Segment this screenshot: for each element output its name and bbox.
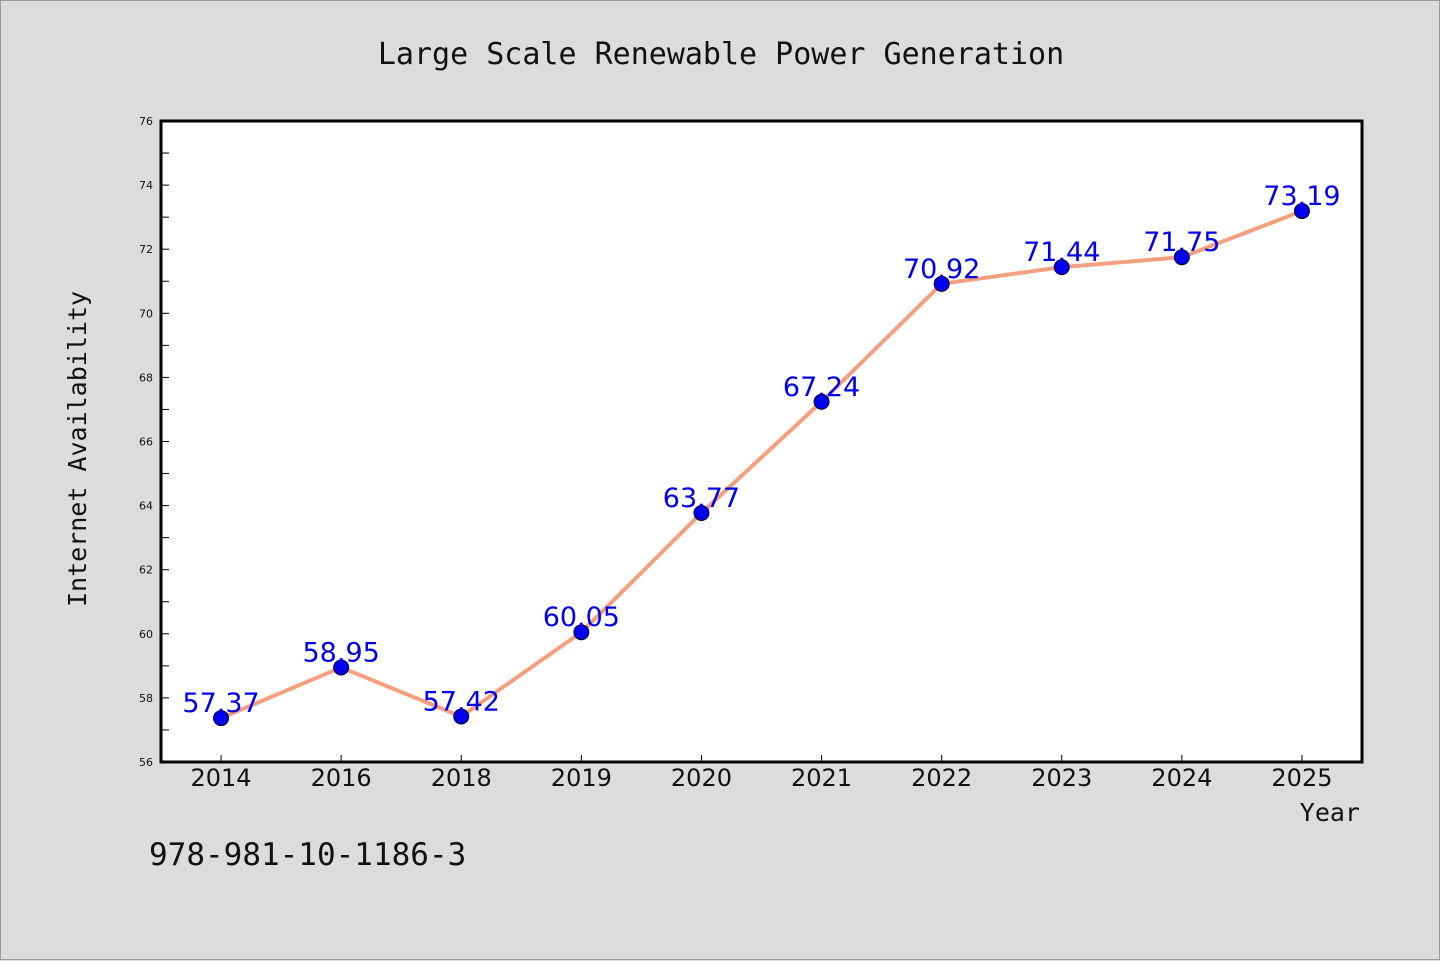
data-label: 70.92 [903,254,980,285]
x-axis-title: Year [1300,798,1360,827]
y-tick-label: 64 [139,500,153,513]
x-tick-label: 2023 [1031,764,1092,792]
data-point [933,275,950,292]
x-tick-label: 2014 [191,764,252,792]
series-markers [213,203,1310,727]
x-tick-label: 2019 [551,764,612,792]
x-tick-label: 2022 [911,764,972,792]
x-tick-label: 2016 [311,764,372,792]
data-point [1173,249,1190,266]
y-tick-label: 74 [139,179,153,192]
data-label: 60.05 [543,602,620,633]
y-axis: 56 58 60 62 64 66 68 70 72 74 76 [139,115,169,769]
plot-area [159,119,1364,764]
y-axis-title: Internet Availability [63,291,92,607]
x-axis: 2014 2016 2018 2019 2020 2021 2022 2023 2024 2025 [191,755,1332,792]
data-point [213,710,230,727]
x-tick-label: 2021 [791,764,852,792]
chart-title: Large Scale Renewable Power Generation [378,37,1064,72]
data-label: 71.75 [1143,227,1220,258]
data-point [453,708,470,725]
y-tick-label: 62 [139,564,153,577]
y-tick-label: 76 [139,115,153,128]
data-labels: 57.37 58.95 57.42 60.05 63.77 67.24 70.92 71.44… [182,181,1340,719]
x-tick-label: 2025 [1271,764,1332,792]
data-point [693,504,710,521]
y-tick-label: 72 [139,243,153,256]
data-point [1053,259,1070,276]
x-tick-label: 2018 [431,764,492,792]
y-tick-label: 68 [139,371,153,384]
y-tick-label: 66 [139,436,153,449]
data-point [1293,203,1310,220]
data-label: 67.24 [783,372,860,403]
data-label: 57.37 [182,688,259,719]
data-label: 71.44 [1023,237,1100,268]
series-line [220,209,1303,720]
data-point [813,393,830,410]
data-point [573,624,590,641]
x-tick-label: 2020 [671,764,732,792]
y-tick-label: 60 [139,628,153,641]
data-label: 73.19 [1263,181,1340,212]
x-tick-label: 2024 [1151,764,1212,792]
data-label: 58.95 [303,637,380,668]
y-tick-label: 56 [139,756,153,769]
data-label: 63.77 [663,483,740,514]
y-tick-label: 70 [139,307,153,320]
isbn-annotation: 978-981-10-1186-3 [149,837,466,873]
data-label: 57.42 [423,686,500,717]
data-point [333,659,350,676]
y-tick-label: 58 [139,692,153,705]
